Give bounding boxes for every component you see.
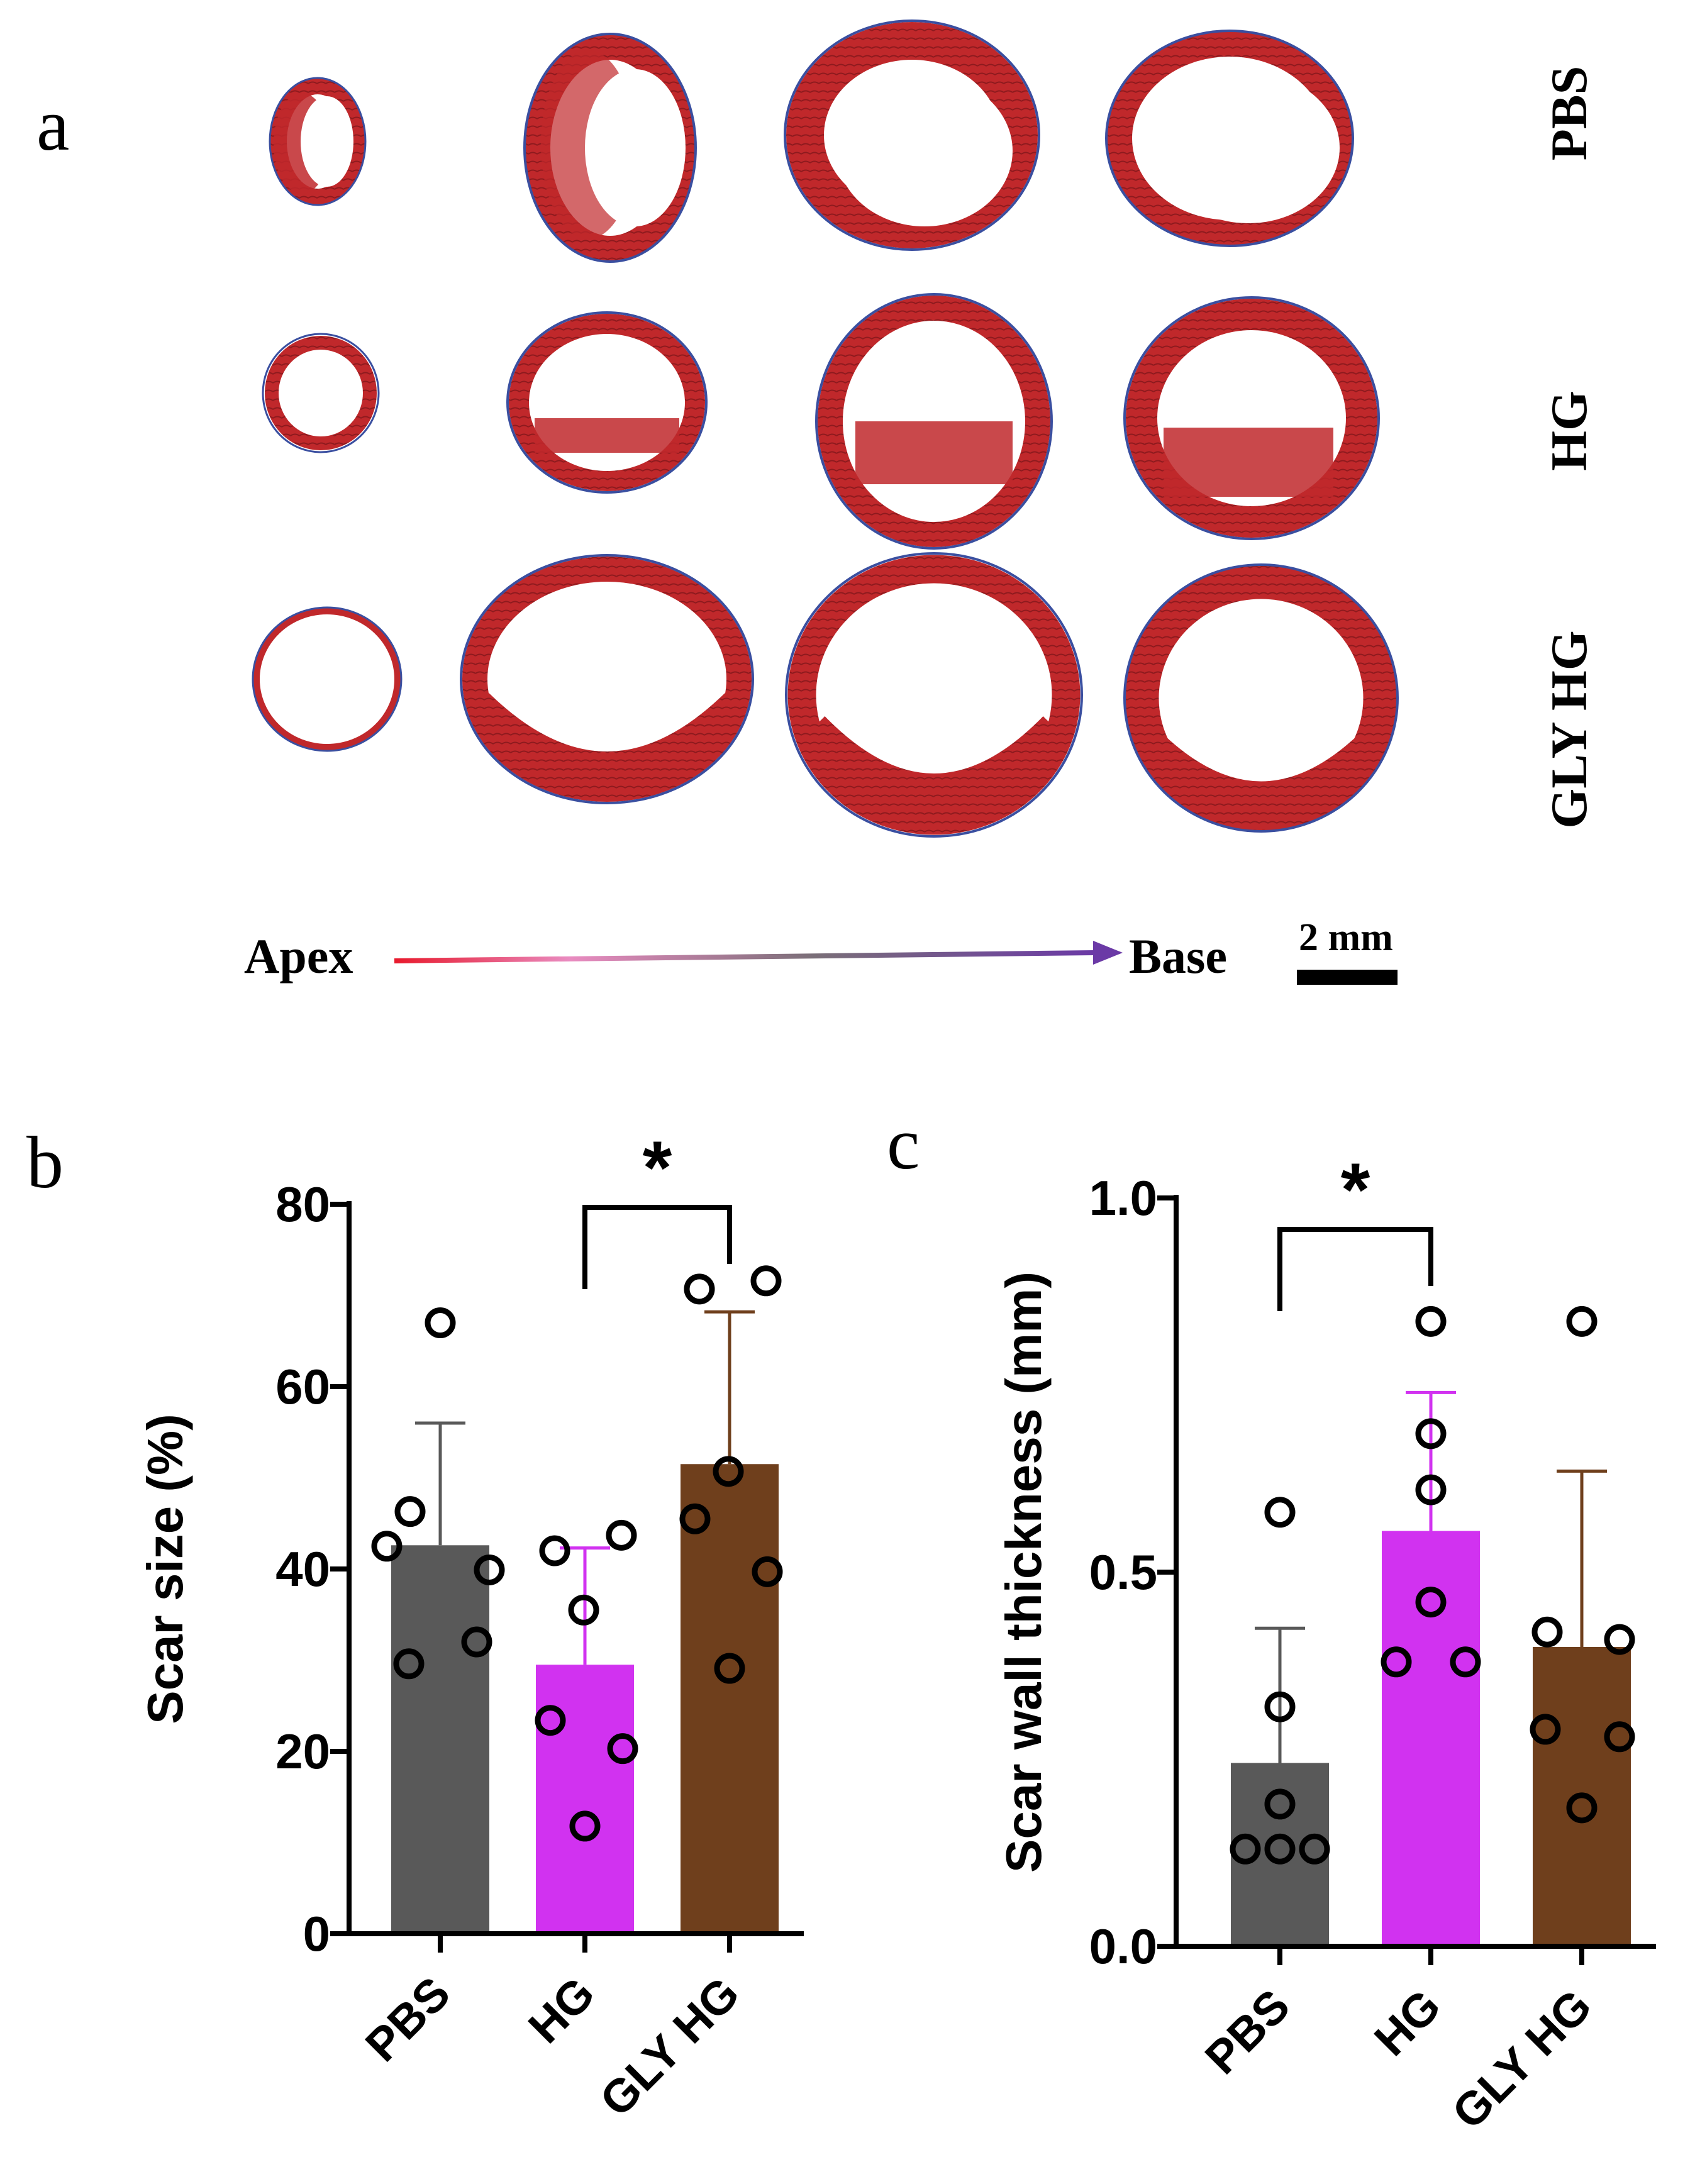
y-tick-label: 80 [275,1177,330,1232]
y-tick-label: 60 [275,1359,330,1414]
data-point [1566,1305,1598,1337]
data-point [684,1273,715,1305]
y-tick-label: 0.0 [1089,1919,1157,1974]
y-tick-label: 40 [275,1541,330,1597]
section-pbs-4 [1105,30,1354,247]
data-point [713,1456,744,1487]
y-axis-label: Scar size (%) [137,1414,193,1724]
panel-b-letter: b [26,1121,64,1204]
data-point [569,1810,601,1842]
data-point [425,1307,456,1338]
scale-bar-label: 2 mm [1299,916,1393,959]
apex-base-arrowhead [1093,941,1123,965]
x-tick-label: HG [518,1967,604,2053]
significance-bracket [582,1205,732,1289]
data-point [1604,1624,1635,1655]
data-point [1415,1587,1447,1618]
y-axis-label: Scar wall thickness (mm) [996,1272,1052,1873]
bar-hg [1382,1531,1480,1946]
x-tick-label: GLY HG [1442,1980,1602,2139]
data-point [714,1653,745,1684]
apex-label: Apex [244,929,353,984]
row-label-hg: HG [1540,391,1598,471]
y-tick-label: 20 [275,1724,330,1779]
data-point [750,1265,782,1297]
data-point [394,1496,426,1527]
data-point [539,1535,570,1566]
data-point [1415,1474,1447,1505]
section-hg-1 [262,333,380,453]
significance-star: * [1341,1148,1370,1232]
data-point [1264,1497,1296,1528]
y-tick-label: 0 [303,1906,330,1961]
y-tick-label: 0.5 [1089,1544,1157,1600]
significance-bracket [1277,1227,1433,1311]
x-tick-label: PBS [355,1967,460,2071]
histology-grid [252,19,1399,985]
section-pbs-2 [523,33,697,263]
data-point [606,1519,637,1551]
data-point [1264,1691,1296,1722]
data-point [371,1531,403,1562]
row-label-pbs: PBS [1540,65,1598,161]
data-point [461,1626,492,1658]
section-hg-4 [1123,296,1380,540]
data-point [1415,1305,1447,1337]
section-glyhg-4 [1123,563,1399,833]
section-glyhg-3 [785,552,1083,838]
scale-bar [1297,970,1398,985]
x-tick-label: GLY HG [590,1967,750,2127]
panel-a-letter: a [36,84,70,166]
row-label-glyhg: GLY HG [1540,630,1598,829]
bar-gly-hg [681,1464,779,1934]
data-point [1264,1833,1296,1865]
data-point [1381,1646,1412,1678]
bar-pbs [391,1545,489,1934]
section-hg-3 [815,293,1053,550]
y-tick-label: 1.0 [1089,1170,1157,1226]
section-pbs-3 [784,19,1040,251]
section-pbs-1 [269,77,367,206]
apex-base-arrow [394,950,1095,963]
x-tick-label: PBS [1195,1980,1299,2084]
data-point [568,1594,599,1626]
data-point [679,1503,711,1534]
data-point [752,1556,783,1587]
data-point [474,1554,505,1585]
data-point [1604,1721,1635,1753]
data-point [1299,1833,1330,1865]
section-hg-2 [506,311,708,494]
data-point [393,1648,425,1680]
base-label: Base [1129,929,1227,984]
data-point [1230,1833,1261,1865]
data-point [1530,1714,1561,1745]
section-glyhg-1 [252,606,403,752]
section-glyhg-2 [460,554,754,804]
data-point [1566,1792,1598,1824]
data-point [535,1705,566,1736]
significance-star: * [643,1126,672,1210]
data-point [1531,1616,1563,1648]
data-point [607,1733,638,1765]
data-point [1450,1646,1481,1678]
x-tick-label: HG [1364,1980,1450,2066]
panel-c-letter: c [887,1102,920,1185]
data-point [1415,1418,1447,1450]
data-point [1264,1788,1296,1820]
